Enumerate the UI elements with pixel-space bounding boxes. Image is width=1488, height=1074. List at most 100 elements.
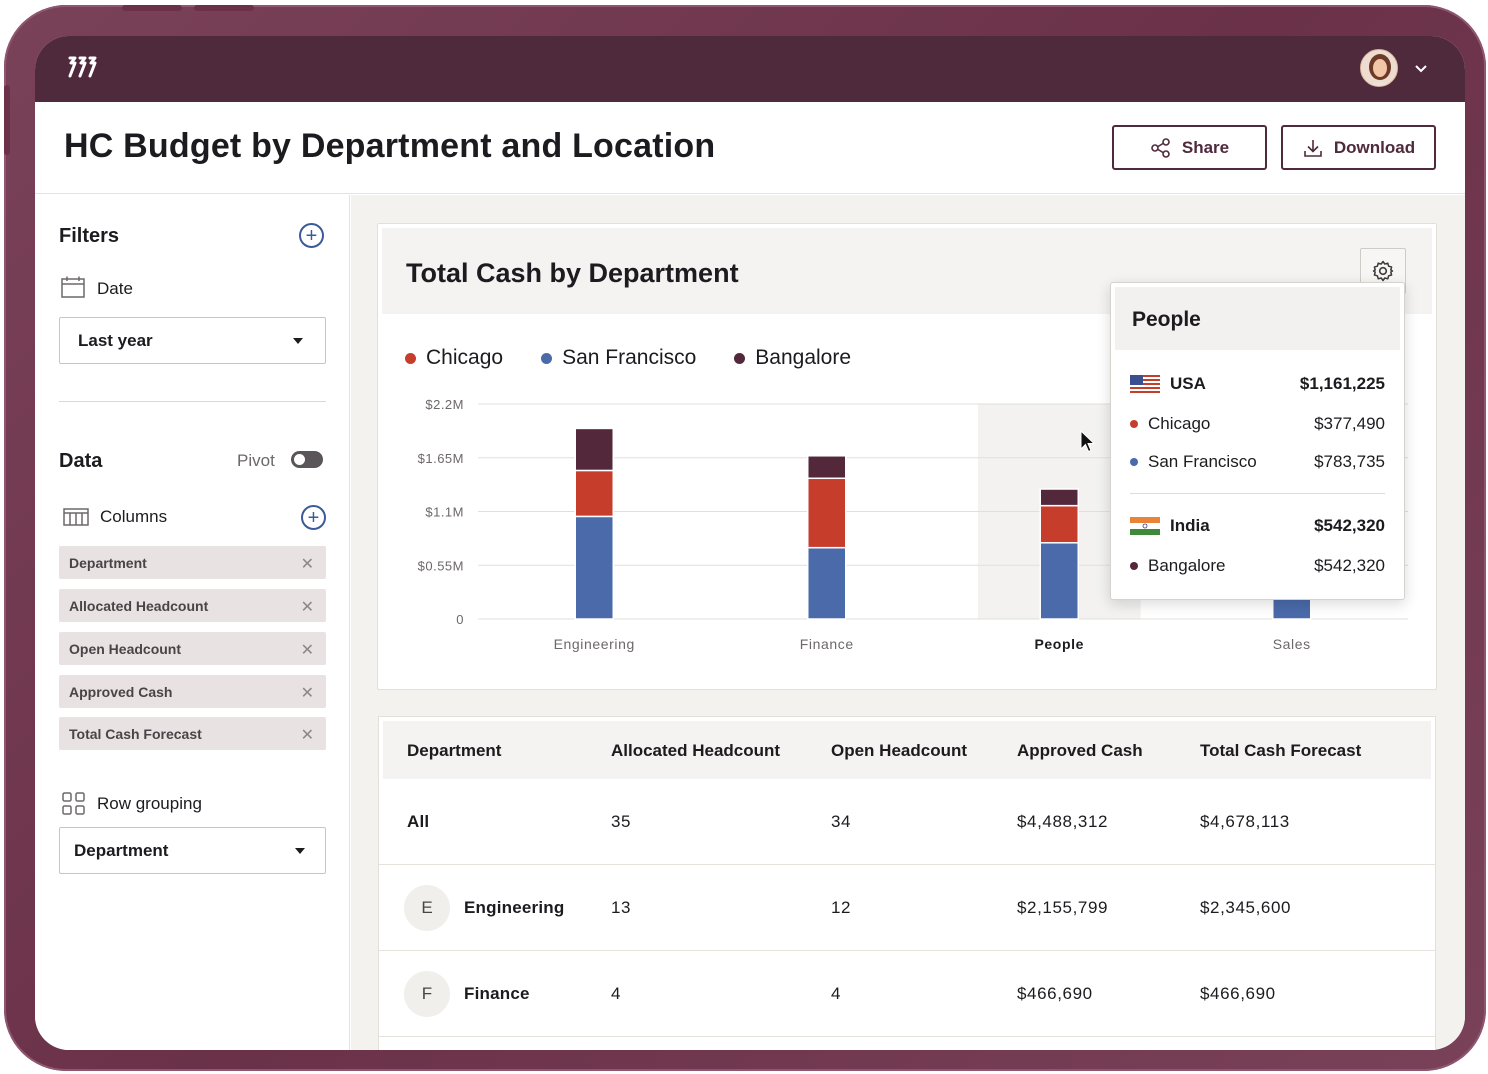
add-filter-button[interactable]: + bbox=[299, 223, 324, 248]
share-button[interactable]: Share bbox=[1112, 125, 1267, 170]
bar-segment[interactable] bbox=[1039, 504, 1079, 544]
column-header[interactable]: Approved Cash bbox=[1017, 741, 1143, 760]
tooltip-row-india: India $542,320 bbox=[1130, 516, 1385, 536]
department-badge: F bbox=[404, 971, 450, 1017]
table-header: Department Allocated Headcount Open Head… bbox=[383, 721, 1431, 779]
close-icon[interactable]: ✕ bbox=[300, 685, 314, 702]
chip-label: Allocated Headcount bbox=[69, 598, 209, 614]
cell-allocated: 35 bbox=[611, 812, 632, 831]
bar-segment[interactable] bbox=[807, 546, 847, 620]
row-grouping-label: Row grouping bbox=[97, 794, 202, 813]
city-value: $377,490 bbox=[1314, 414, 1385, 433]
tooltip-row-usa: USA $1,161,225 bbox=[1130, 374, 1385, 394]
row-grouping-value: Department bbox=[74, 841, 169, 860]
gear-icon bbox=[1372, 260, 1394, 282]
mouse-cursor-icon bbox=[1080, 430, 1096, 453]
city-name: Bangalore bbox=[1148, 556, 1226, 575]
close-icon[interactable]: ✕ bbox=[300, 727, 314, 744]
cell-allocated: 13 bbox=[611, 898, 632, 917]
download-icon bbox=[1304, 139, 1322, 157]
legend-swatch bbox=[405, 352, 416, 364]
device-button bbox=[194, 5, 254, 11]
tooltip-row-san-francisco: San Francisco $783,735 bbox=[1130, 452, 1385, 472]
app-screen: HC Budget by Department and Location Sha… bbox=[35, 36, 1465, 1050]
divider bbox=[1130, 493, 1385, 494]
chip-label: Total Cash Forecast bbox=[69, 726, 202, 742]
row-name: Finance bbox=[464, 984, 530, 1003]
chevron-down-icon[interactable] bbox=[1413, 60, 1429, 76]
x-tick-label: Sales bbox=[1273, 636, 1311, 652]
bar-segment[interactable] bbox=[1039, 488, 1079, 507]
column-chip-approved-cash[interactable]: Approved Cash ✕ bbox=[59, 675, 326, 708]
y-tick-label: $1.65M bbox=[418, 451, 464, 466]
chart-legend: Chicago San Francisco Bangalore bbox=[405, 346, 851, 370]
legend-item-bangalore[interactable]: Bangalore bbox=[734, 346, 851, 370]
legend-swatch bbox=[541, 352, 553, 364]
data-title: Data bbox=[59, 450, 103, 472]
column-chip-department[interactable]: Department ✕ bbox=[59, 546, 326, 579]
caret-down-icon bbox=[293, 338, 303, 344]
department-badge: E bbox=[404, 885, 450, 931]
chip-label: Open Headcount bbox=[69, 641, 182, 657]
cell-approved: $466,690 bbox=[1017, 984, 1093, 1003]
pivot-label: Pivot bbox=[237, 451, 275, 470]
legend-swatch bbox=[1130, 562, 1138, 570]
bar-segment[interactable] bbox=[1039, 542, 1079, 620]
column-chip-open-headcount[interactable]: Open Headcount ✕ bbox=[59, 632, 326, 665]
city-name: San Francisco bbox=[1148, 452, 1257, 471]
tooltip-row-bangalore: Bangalore $542,320 bbox=[1130, 556, 1385, 576]
cell-open: 4 bbox=[831, 984, 842, 1003]
date-value: Last year bbox=[78, 331, 153, 350]
legend-label: San Francisco bbox=[562, 346, 697, 369]
close-icon[interactable]: ✕ bbox=[300, 556, 314, 573]
us-flag-icon bbox=[1130, 375, 1160, 393]
share-icon bbox=[1151, 137, 1170, 158]
country-total: $542,320 bbox=[1314, 516, 1385, 535]
x-tick-label: Finance bbox=[800, 636, 854, 652]
page-header: HC Budget by Department and Location Sha… bbox=[35, 102, 1465, 194]
table-row[interactable]: All 35 34 $4,488,312 $4,678,113 bbox=[379, 779, 1435, 865]
bar-segment[interactable] bbox=[807, 455, 847, 480]
row-grouping-select[interactable]: Department bbox=[59, 827, 326, 874]
column-chip-allocated-headcount[interactable]: Allocated Headcount ✕ bbox=[59, 589, 326, 622]
column-header[interactable]: Open Headcount bbox=[831, 741, 968, 760]
column-header[interactable]: Allocated Headcount bbox=[611, 741, 781, 760]
device-side-button bbox=[4, 85, 10, 155]
download-button[interactable]: Download bbox=[1281, 125, 1436, 170]
table-row[interactable]: F Finance 4 4 $466,690 $466,690 bbox=[379, 951, 1435, 1037]
legend-item-san-francisco[interactable]: San Francisco bbox=[541, 346, 696, 370]
bar-segment[interactable] bbox=[807, 477, 847, 549]
data-table: Department Allocated Headcount Open Head… bbox=[378, 716, 1436, 1050]
cell-forecast: $4,678,113 bbox=[1200, 812, 1290, 831]
cell-approved: $2,155,799 bbox=[1017, 898, 1109, 917]
bar-segment[interactable] bbox=[574, 427, 614, 472]
pivot-toggle[interactable] bbox=[291, 451, 323, 468]
bar-segment[interactable] bbox=[574, 515, 614, 620]
columns-icon bbox=[63, 508, 89, 526]
close-icon[interactable]: ✕ bbox=[300, 642, 314, 659]
user-avatar[interactable] bbox=[1360, 49, 1398, 87]
column-chip-total-cash-forecast[interactable]: Total Cash Forecast ✕ bbox=[59, 717, 326, 750]
add-column-button[interactable]: + bbox=[301, 505, 326, 530]
brand-logo-icon[interactable] bbox=[67, 54, 99, 80]
country-name: India bbox=[1170, 516, 1210, 535]
grid-icon bbox=[62, 792, 85, 815]
share-label: Share bbox=[1181, 137, 1230, 157]
chip-label: Approved Cash bbox=[69, 684, 173, 700]
cell-allocated: 4 bbox=[611, 984, 622, 1003]
column-header[interactable]: Total Cash Forecast bbox=[1200, 741, 1362, 760]
legend-swatch bbox=[734, 352, 746, 364]
filters-title: Filters bbox=[59, 225, 120, 247]
columns-label: Columns bbox=[100, 507, 168, 526]
close-icon[interactable]: ✕ bbox=[300, 599, 314, 616]
y-tick-label: $0.55M bbox=[418, 558, 464, 573]
divider bbox=[59, 401, 326, 402]
tablet-frame: HC Budget by Department and Location Sha… bbox=[4, 5, 1486, 1071]
date-select[interactable]: Last year bbox=[59, 317, 326, 364]
sidebar: Filters + Date Last year Data Pivot Colu… bbox=[35, 195, 350, 1050]
legend-item-chicago[interactable]: Chicago bbox=[405, 346, 503, 370]
india-flag-icon bbox=[1130, 517, 1160, 535]
bar-segment[interactable] bbox=[574, 469, 614, 518]
column-header[interactable]: Department bbox=[407, 741, 502, 760]
table-row[interactable]: E Engineering 13 12 $2,155,799 $2,345,60… bbox=[379, 865, 1435, 951]
